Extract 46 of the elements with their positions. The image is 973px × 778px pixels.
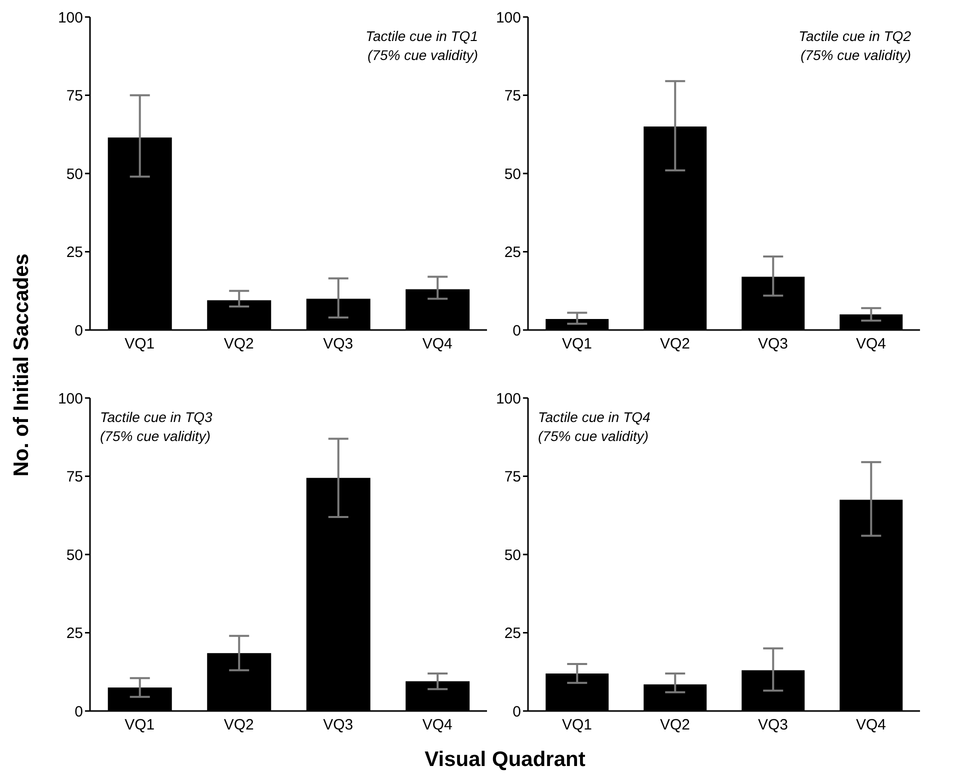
x-tick-label: VQ4 (856, 716, 886, 734)
x-tick-label: VQ4 (856, 336, 886, 353)
x-tick-label: VQ1 (124, 716, 155, 734)
x-tick-label: VQ3 (758, 336, 788, 353)
y-tick-label: 50 (504, 166, 521, 183)
y-tick-label: 100 (496, 390, 521, 408)
y-tick-label: 25 (66, 625, 83, 642)
y-tick-label: 75 (504, 468, 521, 486)
y-tick-label: 75 (66, 88, 83, 105)
annotation: (75% cue validity) (366, 46, 478, 65)
x-tick-label: VQ2 (224, 336, 254, 353)
y-tick-label: 0 (512, 322, 521, 340)
x-tick-label: VQ4 (422, 336, 452, 353)
annotation: Tactile cue in TQ3 (100, 408, 214, 427)
y-tick-label: 50 (66, 546, 83, 564)
y-tick-label: 25 (66, 244, 83, 262)
y-tick-label: 100 (496, 9, 521, 26)
annotation: (75% cue validity) (100, 427, 212, 446)
y-tick-label: 75 (504, 88, 521, 105)
x-tick-label: VQ1 (562, 336, 592, 353)
y-tick-label: 50 (66, 166, 83, 183)
y-tick-label: 75 (66, 468, 83, 486)
x-tick-label: VQ1 (124, 336, 155, 353)
y-tick-label: 0 (512, 703, 521, 720)
y-tick-label: 0 (74, 322, 83, 340)
y-tick-label: 25 (504, 625, 521, 642)
x-tick-label: VQ1 (562, 716, 592, 734)
y-tick-label: 0 (74, 703, 83, 720)
x-tick-label: VQ2 (660, 716, 690, 734)
annotation: Tactile cue in TQ2 (798, 27, 911, 46)
annotation: Tactile cue in TQ1 (364, 27, 478, 46)
annotation: Tactile cue in TQ4 (538, 408, 652, 427)
x-tick-label: VQ2 (224, 716, 254, 734)
x-axis-title: Visual Quadrant (424, 748, 586, 772)
x-tick-label: VQ2 (660, 336, 690, 353)
annotation: (75% cue validity) (800, 46, 911, 65)
y-tick-label: 25 (504, 244, 521, 262)
y-axis-title: No. of Initial Saccades (10, 254, 34, 476)
y-tick-label: 100 (58, 9, 83, 26)
x-tick-label: VQ3 (323, 716, 354, 734)
x-tick-label: VQ4 (422, 716, 452, 734)
y-tick-label: 50 (504, 546, 521, 564)
y-tick-label: 100 (58, 390, 83, 408)
x-tick-label: VQ3 (758, 716, 788, 734)
annotation: (75% cue validity) (538, 427, 650, 446)
x-tick-label: VQ3 (323, 336, 354, 353)
